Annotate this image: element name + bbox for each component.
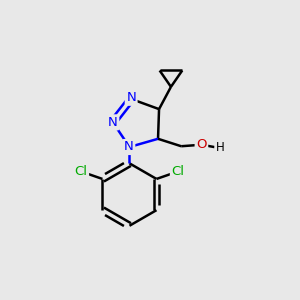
Text: Cl: Cl — [74, 165, 88, 178]
Text: H: H — [216, 141, 224, 154]
Text: N: N — [124, 140, 134, 154]
Text: Cl: Cl — [171, 165, 184, 178]
Text: N: N — [108, 116, 118, 129]
Text: O: O — [196, 138, 207, 151]
Text: N: N — [126, 91, 136, 104]
